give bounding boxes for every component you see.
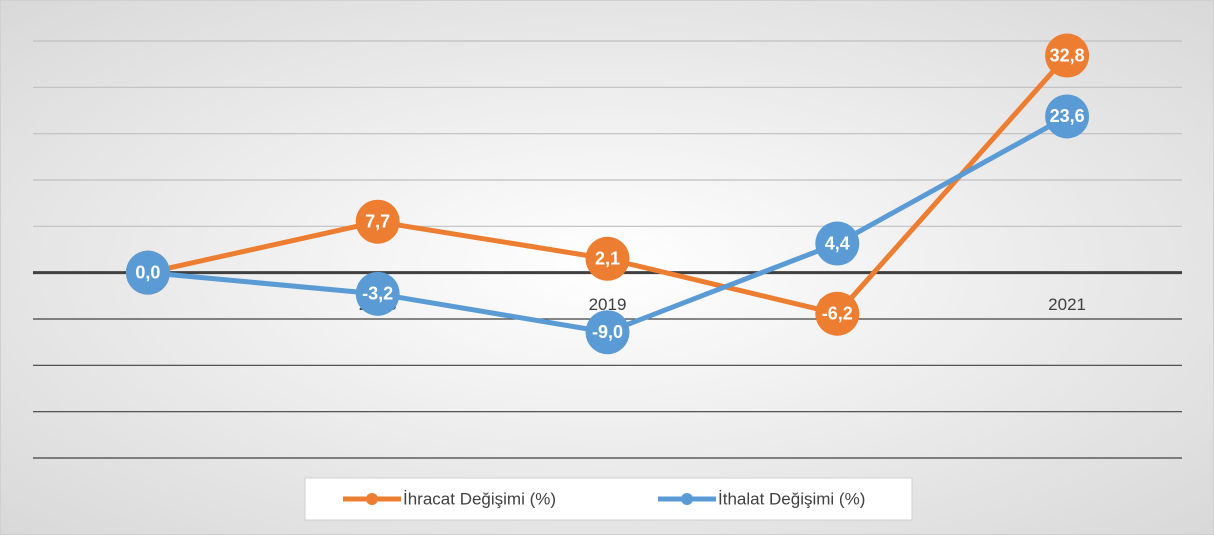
legend-label: İthalat Değişimi (%)	[718, 489, 865, 508]
data-label: 7,7	[365, 211, 390, 231]
data-label: 23,6	[1050, 106, 1085, 126]
data-label: 2,1	[595, 249, 620, 269]
data-point	[355, 271, 400, 316]
data-point	[815, 291, 860, 336]
data-label: -9,0	[592, 322, 623, 342]
x-tick-label: 2021	[1048, 295, 1086, 314]
data-label: 4,4	[825, 233, 850, 253]
data-point	[355, 199, 400, 244]
data-point	[125, 250, 170, 295]
legend-marker	[681, 493, 693, 505]
data-point	[1045, 94, 1090, 139]
legend-box	[304, 477, 913, 521]
data-label: 32,8	[1050, 45, 1085, 65]
legend-marker	[366, 493, 378, 505]
x-tick-label: 2019	[589, 295, 627, 314]
data-point	[1045, 33, 1090, 78]
data-point	[585, 236, 630, 281]
legend-label: İhracat Değişimi (%)	[403, 489, 556, 508]
data-label: 0,0	[135, 262, 160, 282]
data-point	[815, 221, 860, 266]
data-label: -6,2	[822, 303, 853, 323]
data-label: -3,2	[362, 284, 393, 304]
data-point	[585, 310, 630, 355]
